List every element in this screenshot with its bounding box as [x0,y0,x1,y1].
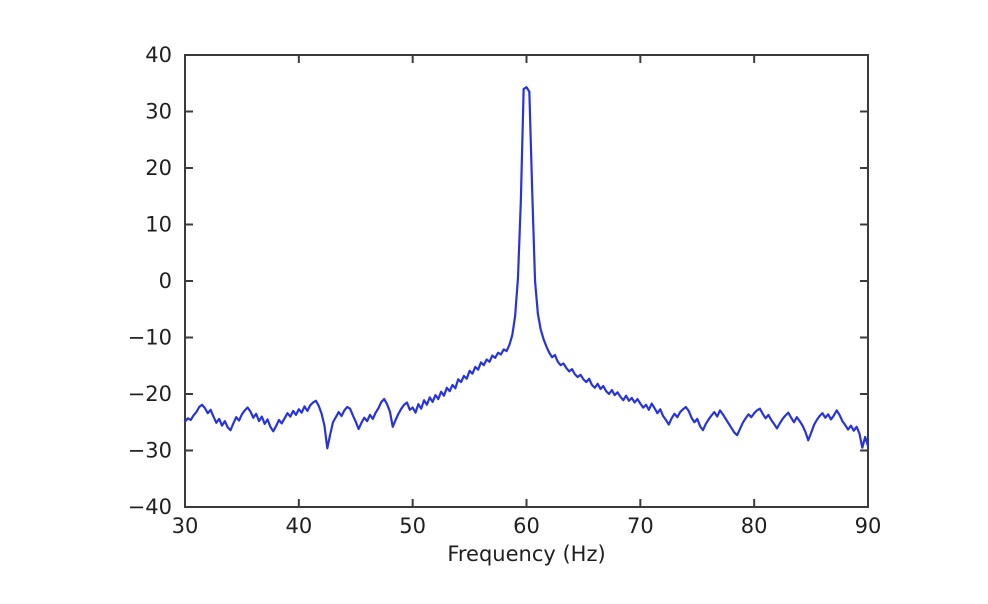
y-tick-label: 40 [145,43,172,67]
x-axis-label: Frequency (Hz) [447,542,605,566]
spectrum-line [183,86,870,450]
axis-ticks [184,54,869,508]
x-tick-label: 30 [172,514,199,538]
y-tick-label: 10 [145,213,172,237]
x-tick-label: 80 [741,514,768,538]
x-tick-label: 40 [285,514,312,538]
y-tick-label: −40 [128,495,172,519]
y-tick-label: 30 [145,100,172,124]
x-tick-label: 50 [399,514,426,538]
x-tick-labels: 30 40 50 60 70 80 90 [172,514,882,538]
y-tick-label: −10 [128,326,172,350]
y-tick-label: 20 [145,156,172,180]
plot-frame [184,54,869,508]
y-tick-label: −20 [128,382,172,406]
axes-spines [184,54,869,508]
x-tick-label: 60 [513,514,540,538]
y-tick-label: 0 [159,269,172,293]
x-tick-label: 90 [855,514,882,538]
y-tick-label: −30 [128,439,172,463]
y-tick-labels: 40 30 20 10 0 −10 −20 −30 −40 [128,43,172,519]
x-tick-label: 70 [627,514,654,538]
